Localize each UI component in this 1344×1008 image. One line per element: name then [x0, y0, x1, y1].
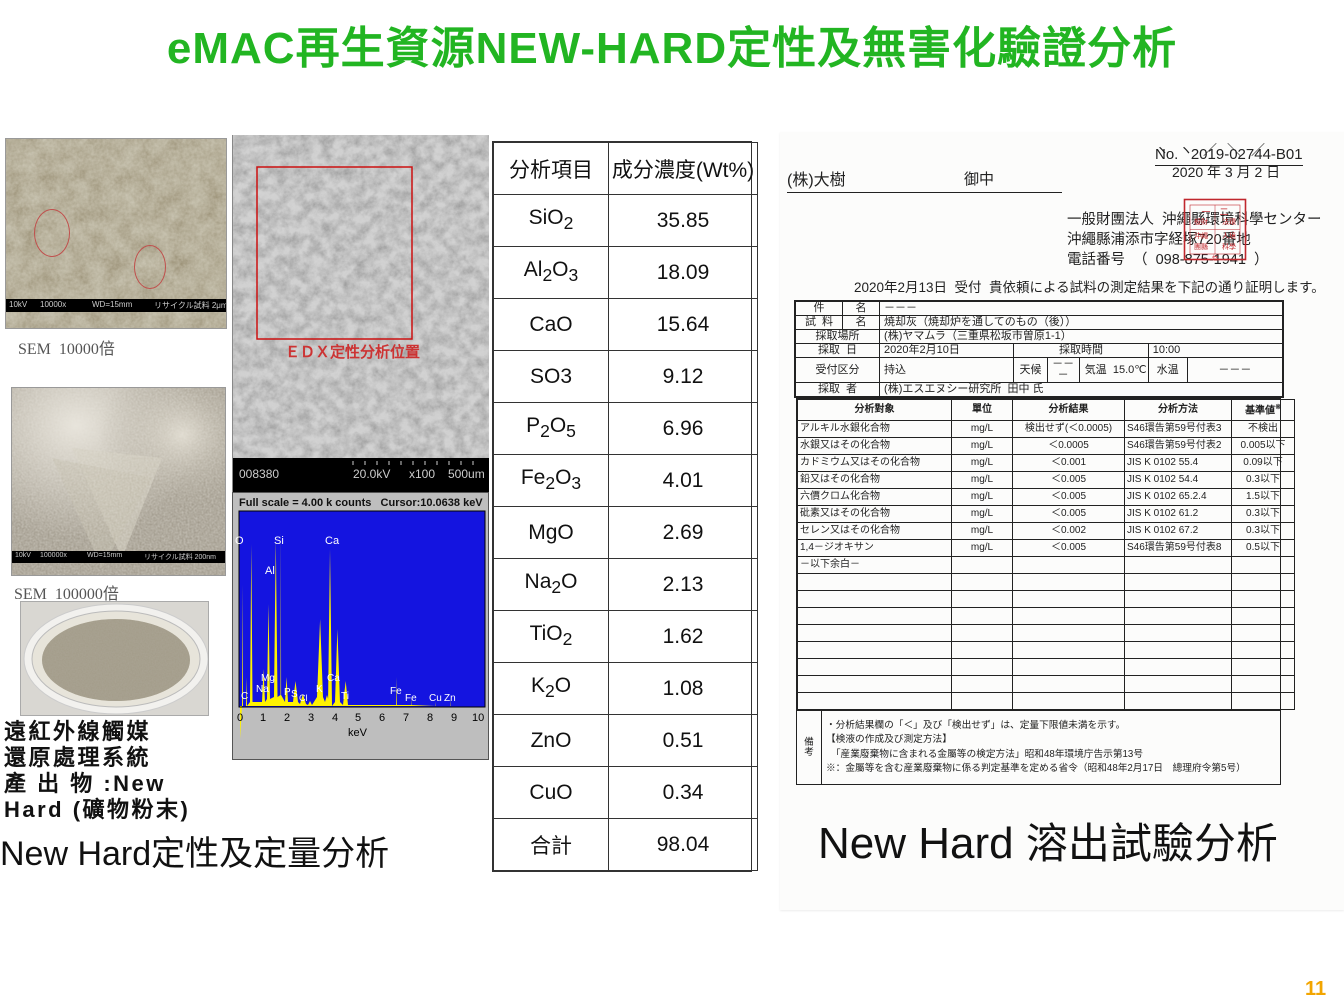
- svg-text:O: O: [235, 535, 244, 547]
- svg-text:3: 3: [308, 712, 314, 724]
- svg-text:ＥＤＸ定性分析位置: ＥＤＸ定性分析位置: [285, 343, 420, 361]
- svg-text:法環: 法環: [1222, 217, 1236, 226]
- svg-text:Fe: Fe: [405, 693, 417, 704]
- svg-text:Si: Si: [274, 535, 284, 547]
- svg-text:4: 4: [332, 712, 338, 724]
- svg-text:Cl: Cl: [299, 693, 308, 703]
- svg-text:Ca: Ca: [325, 535, 340, 547]
- svg-text:K: K: [316, 684, 323, 695]
- svg-text:Al: Al: [265, 565, 275, 577]
- svg-text:008380: 008380: [239, 467, 279, 481]
- svg-text:S: S: [291, 689, 298, 700]
- svg-text:5: 5: [355, 712, 361, 724]
- svg-text:keV: keV: [348, 727, 368, 739]
- svg-text:6: 6: [379, 712, 385, 724]
- svg-text:10: 10: [472, 712, 484, 724]
- svg-text:x100: x100: [409, 467, 435, 481]
- svg-text:般財: 般財: [1194, 217, 1208, 226]
- svg-text:Ti: Ti: [341, 691, 349, 702]
- svg-text:8: 8: [427, 712, 433, 724]
- svg-text:2: 2: [284, 712, 290, 724]
- svg-text:沖繩: 沖繩: [1194, 231, 1208, 240]
- svg-text:0: 0: [237, 712, 243, 724]
- svg-text:1: 1: [260, 712, 266, 724]
- svg-text:セ: セ: [1212, 254, 1219, 261]
- svg-text:科學: 科學: [1222, 242, 1236, 251]
- svg-text:500um: 500um: [448, 467, 485, 481]
- svg-text:Ca: Ca: [327, 673, 340, 684]
- svg-text:Cu: Cu: [429, 693, 442, 704]
- svg-text:7: 7: [403, 712, 409, 724]
- svg-text:人境: 人境: [1222, 231, 1236, 240]
- svg-text:20.0kV: 20.0kV: [353, 467, 390, 481]
- svg-text:9: 9: [451, 712, 457, 724]
- svg-text:一 二: 一 二: [1201, 207, 1228, 217]
- svg-text:C: C: [241, 691, 248, 702]
- svg-text:Mg: Mg: [261, 673, 275, 684]
- svg-text:Fe: Fe: [390, 686, 402, 697]
- svg-text:團縣: 團縣: [1194, 242, 1208, 251]
- svg-text:Zn: Zn: [444, 693, 456, 704]
- svg-text:P: P: [284, 687, 291, 698]
- svg-text:Na: Na: [256, 684, 269, 695]
